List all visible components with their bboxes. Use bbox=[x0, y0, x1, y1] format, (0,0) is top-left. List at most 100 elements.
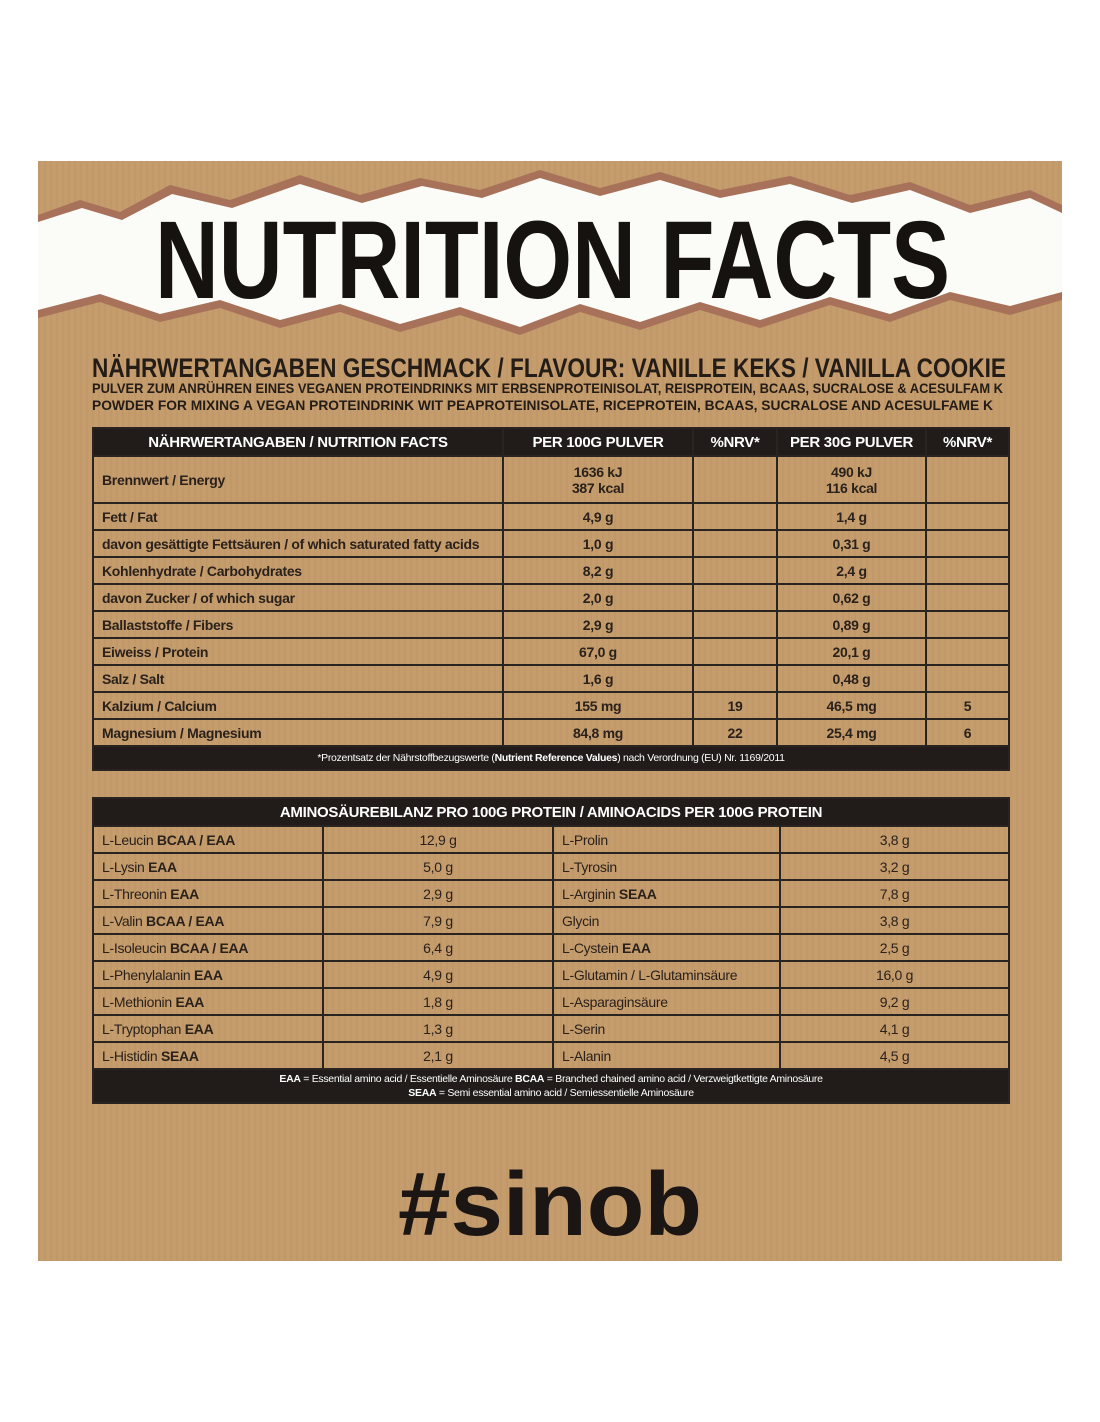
amount-cell: 67,0 g bbox=[502, 637, 694, 666]
header-row: NÄHRWERTANGABEN / NUTRITION FACTS PER 100… bbox=[92, 427, 1010, 457]
amount-cell: 2,9 g bbox=[502, 610, 694, 639]
amount: 2,4 g bbox=[836, 562, 867, 579]
nutrient-label: Magnesium / Magnesium bbox=[92, 718, 504, 747]
nrv-cell: 6 bbox=[925, 718, 1010, 747]
amount-cell: 1636 kJ 387 kcal bbox=[502, 455, 694, 504]
amino-amount: 2,9 g bbox=[322, 879, 554, 908]
amount: 4,9 g bbox=[582, 508, 614, 525]
amino-amount: 4,5 g bbox=[778, 1041, 1011, 1070]
amino-row: L-Threonin EAA 2,9 g L-Arginin SEAA 7,8 g bbox=[92, 879, 1011, 908]
amount-cell: 1,4 g bbox=[776, 502, 927, 531]
amino-tag: EAA bbox=[175, 993, 205, 1010]
legend: EAA = Essential amino acid / Essentielle… bbox=[91, 1068, 1011, 1104]
nrv: 6 bbox=[963, 724, 972, 741]
amount: 2,0 g bbox=[582, 589, 614, 606]
title: NUTRITION FACTS bbox=[155, 199, 950, 322]
nutrition-row: Fett / Fat 4,9 g 1,4 g bbox=[92, 502, 1010, 531]
amount: 155 mg bbox=[574, 697, 622, 714]
column-header: PER 30G PULVER bbox=[776, 427, 927, 457]
amino-amount: 16,0 g bbox=[778, 960, 1011, 989]
amino-name: L-Lysin EAA bbox=[92, 852, 324, 881]
amino-acid: L-Valin bbox=[102, 912, 147, 929]
nrv-cell bbox=[692, 556, 778, 585]
brand: #sinob bbox=[398, 1155, 702, 1255]
nrv-cell bbox=[692, 637, 778, 666]
nutrition-row: Eiweiss / Protein 67,0 g 20,1 g bbox=[92, 637, 1010, 666]
nutrient-label: Kohlenhydrate / Carbohydrates bbox=[92, 556, 504, 585]
footnote: *Prozentsatz der Nährstoffbezugswerte (N… bbox=[92, 745, 1010, 771]
amino-name: L-Leucin BCAA / EAA bbox=[92, 825, 324, 854]
intro-line: POWDER FOR MIXING A VEGAN PROTEINDRINK W… bbox=[92, 397, 993, 413]
legend-row: EAA = Essential amino acid / Essentielle… bbox=[91, 1068, 1011, 1104]
amino-amount: 7,8 g bbox=[778, 879, 1011, 908]
nrv-cell: 22 bbox=[692, 718, 778, 747]
nrv-cell bbox=[925, 664, 1010, 693]
legend-part: = Semi essential amino acid / Semiessent… bbox=[436, 1087, 694, 1099]
legend-part: BCAA bbox=[515, 1073, 545, 1085]
legend-line: SEAA = Semi essential amino acid / Semie… bbox=[102, 1086, 1000, 1100]
legend-part: SEAA bbox=[408, 1087, 437, 1099]
amino-tag: BCAA / EAA bbox=[156, 831, 236, 848]
nutrient-label: Kalzium / Calcium bbox=[92, 691, 504, 720]
nrv-cell bbox=[692, 610, 778, 639]
amino-row: L-Methionin EAA 1,8 g L-Asparaginsäure 9,2 … bbox=[92, 987, 1011, 1016]
amount-cell: 4,9 g bbox=[502, 502, 694, 531]
nrv-cell bbox=[925, 529, 1010, 558]
column-header: NÄHRWERTANGABEN / NUTRITION FACTS bbox=[92, 427, 504, 457]
intro-heading: NÄHRWERTANGABEN GESCHMACK / FLAVOUR: VAN… bbox=[92, 353, 1006, 383]
amino-tag: EAA bbox=[194, 966, 223, 983]
amount-cell: 0,48 g bbox=[776, 664, 927, 693]
amount: 84,8 mg bbox=[572, 724, 624, 741]
intro-heading-bold: NÄHRWERTANGABEN bbox=[92, 353, 336, 383]
amino-row: L-Tryptophan EAA 1,3 g L-Serin 4,1 g bbox=[92, 1014, 1011, 1043]
amino-name: L-Tryptophan EAA bbox=[92, 1014, 324, 1043]
nutrient-label: davon gesättigte Fettsäuren / of which s… bbox=[92, 529, 504, 558]
amino-acid: L-Methionin bbox=[102, 993, 176, 1010]
amino-amount: 7,9 g bbox=[322, 906, 554, 935]
legend-part: EAA bbox=[279, 1073, 301, 1085]
amino-row: L-Lysin EAA 5,0 g L-Tyrosin 3,2 g bbox=[92, 852, 1011, 881]
amount: 387 kcal bbox=[571, 479, 625, 496]
amino-acid: L-Threonin bbox=[102, 885, 171, 902]
amount: 25,4 mg bbox=[826, 724, 877, 741]
amino-amount: 1,3 g bbox=[322, 1014, 554, 1043]
amino-tag: EAA bbox=[184, 1020, 214, 1037]
intro-line: PULVER ZUM ANRÜHREN EINES VEGANEN PROTEI… bbox=[92, 380, 1003, 396]
amount: 2,9 g bbox=[582, 616, 614, 633]
amino-acid: L-Tryptophan bbox=[102, 1020, 185, 1037]
amino-name: L-Asparaginsäure bbox=[552, 987, 781, 1016]
amount: 490 kJ bbox=[830, 463, 873, 480]
amino-table: AMINOSÄUREBILANZ PRO 100G PROTEIN / AMIN… bbox=[91, 797, 1011, 1104]
nutrition-row: davon Zucker / of which sugar 2,0 g 0,62 g bbox=[92, 583, 1010, 612]
amino-name: L-Histidin SEAA bbox=[92, 1041, 324, 1070]
amount: 67,0 g bbox=[579, 643, 617, 660]
nrv-cell bbox=[925, 556, 1010, 585]
nrv-cell bbox=[925, 637, 1010, 666]
nrv-cell bbox=[692, 664, 778, 693]
amino-acid: L-Tyrosin bbox=[562, 858, 617, 875]
amount-cell: 46,5 mg bbox=[776, 691, 927, 720]
footnote-part: ) nach Verordnung (EU) Nr. 1169/2011 bbox=[617, 752, 785, 764]
nrv-cell bbox=[692, 502, 778, 531]
amount: 1,6 g bbox=[582, 670, 614, 687]
amino-amount: 3,8 g bbox=[778, 825, 1011, 854]
amino-row: L-Phenylalanin EAA 4,9 g L-Glutamin / L-Gl… bbox=[92, 960, 1011, 989]
amino-amount: 9,2 g bbox=[778, 987, 1011, 1016]
nrv-cell bbox=[692, 455, 778, 504]
amount-cell: 2,0 g bbox=[502, 583, 694, 612]
amino-amount: 2,1 g bbox=[322, 1041, 554, 1070]
nutrient-label: Eiweiss / Protein bbox=[92, 637, 504, 666]
amount: 0,48 g bbox=[832, 670, 871, 687]
amount: 0,89 g bbox=[832, 616, 871, 633]
amino-row: L-Leucin BCAA / EAA 12,9 g L-Prolin 3,8 g bbox=[92, 825, 1011, 854]
nutrient-label: Brennwert / Energy bbox=[92, 455, 504, 504]
amino-name: L-Threonin EAA bbox=[92, 879, 324, 908]
nutrition-row: Salz / Salt 1,6 g 0,48 g bbox=[92, 664, 1010, 693]
amino-amount: 5,0 g bbox=[322, 852, 554, 881]
amount-cell: 8,2 g bbox=[502, 556, 694, 585]
amount-cell: 1,0 g bbox=[502, 529, 694, 558]
amount-cell: 25,4 mg bbox=[776, 718, 927, 747]
amino-amount: 12,9 g bbox=[322, 825, 554, 854]
